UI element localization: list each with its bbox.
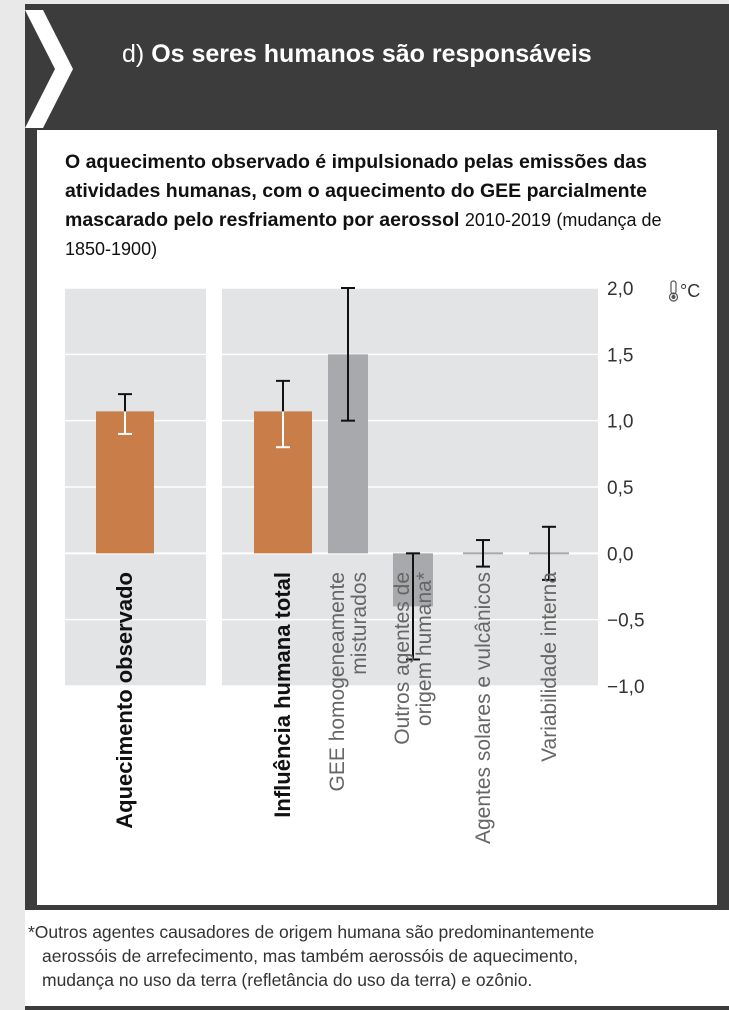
footnote-line: aerossóis de arrefecimento, mas também a…	[42, 946, 578, 966]
category-label: misturados	[348, 572, 371, 675]
footnote-line: mudança no uso da terra (refletância do …	[42, 970, 533, 990]
y-tick-label: 1,0	[607, 412, 633, 433]
chevron-icon	[25, 10, 73, 128]
category-label: GEE homogeneamente	[326, 572, 349, 791]
y-tick-label: 0,0	[607, 544, 633, 565]
panel-heading: Os seres humanos são responsáveis	[151, 40, 592, 68]
panel-letter: d)	[122, 40, 145, 68]
category-label: origem humana*	[413, 572, 436, 726]
y-tick-label: −1,0	[607, 677, 645, 698]
bar	[96, 411, 154, 554]
panel-header	[25, 4, 729, 130]
y-unit-label: °C	[680, 281, 700, 301]
y-tick-label: 1,5	[607, 345, 633, 366]
intro-note: (mudança de 1850-1900)	[65, 210, 662, 259]
category-label: Agentes solares e vulcânicos	[472, 572, 495, 844]
thermometer-icon	[668, 280, 679, 302]
category-label: Aquecimento observado	[112, 572, 137, 829]
category-label: Influência humana total	[270, 572, 295, 818]
chart-intro: O aquecimento observado é impulsionado p…	[65, 148, 705, 264]
y-tick-label: −0,5	[607, 611, 645, 632]
footnote: *Outros agentes causadores de origem hum…	[28, 916, 728, 998]
category-label: Variabilidade interna	[538, 572, 561, 762]
intro-statement: O aquecimento observado é impulsionado p…	[65, 151, 647, 231]
intro-period: 2010-2019	[464, 210, 551, 230]
y-tick-label: 0,5	[607, 478, 633, 499]
footnote-line: *Outros agentes causadores de origem hum…	[28, 922, 595, 942]
panel-title: d) Os seres humanos são responsáveis	[122, 40, 592, 69]
y-tick-label: 2,0	[607, 279, 633, 300]
category-label: Outros agentes de	[391, 572, 414, 745]
